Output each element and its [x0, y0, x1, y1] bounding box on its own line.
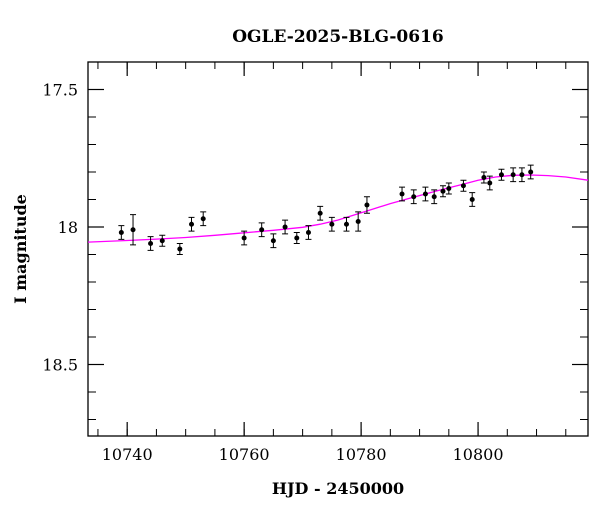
data-point — [399, 191, 405, 197]
data-point-group — [258, 222, 265, 238]
data-point-group — [480, 171, 487, 184]
data-point-group — [422, 186, 429, 202]
data-point — [118, 230, 124, 235]
data-point-group — [431, 189, 438, 205]
data-point-group — [439, 185, 446, 198]
chart-title: OGLE-2025-BLG-0616 — [232, 27, 444, 47]
data-point-group — [118, 225, 125, 240]
x-axis-label: HJD - 2450000 — [272, 479, 404, 498]
model-layer — [87, 174, 589, 243]
data-point-group — [343, 216, 350, 232]
data-point-group — [469, 192, 476, 207]
data-point — [177, 246, 183, 252]
data-point — [510, 172, 516, 178]
data-point-group — [355, 211, 362, 232]
data-point — [259, 227, 265, 233]
minor-ticks — [88, 61, 588, 436]
data-point-group — [188, 216, 195, 232]
data-point-group — [317, 205, 324, 221]
data-point-group — [445, 182, 452, 195]
data-point — [411, 194, 417, 200]
data-point-group — [498, 168, 505, 181]
data-point — [446, 186, 452, 191]
data-point — [148, 241, 154, 246]
tick-labels: 10740 10760 10780 10800 17.5 18 18.5 — [42, 81, 503, 465]
data-point — [469, 197, 475, 202]
data-point — [364, 202, 370, 208]
data-point — [241, 235, 247, 241]
y-tick-label: 17.5 — [42, 81, 78, 100]
data-point-group — [486, 175, 493, 191]
plot-frame — [87, 61, 589, 437]
data-point — [200, 216, 206, 222]
data-point-group — [282, 219, 289, 235]
data-point — [422, 191, 428, 197]
data-point — [270, 238, 276, 244]
data-point-group — [460, 179, 467, 192]
data-point-group — [130, 214, 137, 246]
y-tick-label: 18.5 — [42, 356, 78, 375]
data-point — [159, 238, 165, 244]
major-ticks — [88, 62, 588, 436]
x-tick-label: 10760 — [219, 445, 270, 464]
data-point-group — [159, 234, 166, 247]
data-point — [294, 235, 300, 241]
data-point-group — [510, 167, 517, 183]
data-point — [487, 180, 493, 186]
data-point — [431, 194, 437, 200]
data-point-group — [270, 233, 277, 249]
data-point — [305, 230, 311, 235]
data-points-layer — [118, 164, 534, 255]
data-point — [440, 188, 446, 194]
data-point-group — [305, 225, 312, 240]
y-axis-label: I magnitude — [11, 194, 30, 304]
model-curve — [87, 174, 589, 243]
y-tick-label: 18 — [58, 218, 78, 237]
data-point — [528, 169, 534, 175]
data-point — [343, 221, 349, 227]
x-tick-label: 10800 — [453, 445, 504, 464]
data-point-group — [293, 232, 300, 244]
data-point-group — [328, 216, 335, 232]
data-point — [130, 227, 136, 233]
data-point — [282, 224, 288, 230]
data-point — [329, 221, 335, 227]
data-point-group — [518, 167, 525, 183]
data-point — [519, 172, 525, 178]
data-point-group — [399, 186, 406, 202]
data-point-group — [527, 164, 534, 180]
data-point-group — [200, 211, 207, 227]
data-point — [189, 221, 195, 227]
data-point-group — [410, 189, 417, 205]
data-point — [460, 183, 466, 189]
data-point — [498, 172, 504, 178]
x-tick-label: 10740 — [102, 445, 153, 464]
data-point-group — [147, 236, 154, 251]
data-point-group — [176, 243, 183, 255]
data-point — [481, 175, 487, 180]
data-point-group — [241, 230, 248, 246]
x-tick-label: 10780 — [336, 445, 387, 464]
data-point-group — [363, 196, 370, 214]
data-point — [317, 210, 323, 216]
data-point — [355, 219, 361, 224]
